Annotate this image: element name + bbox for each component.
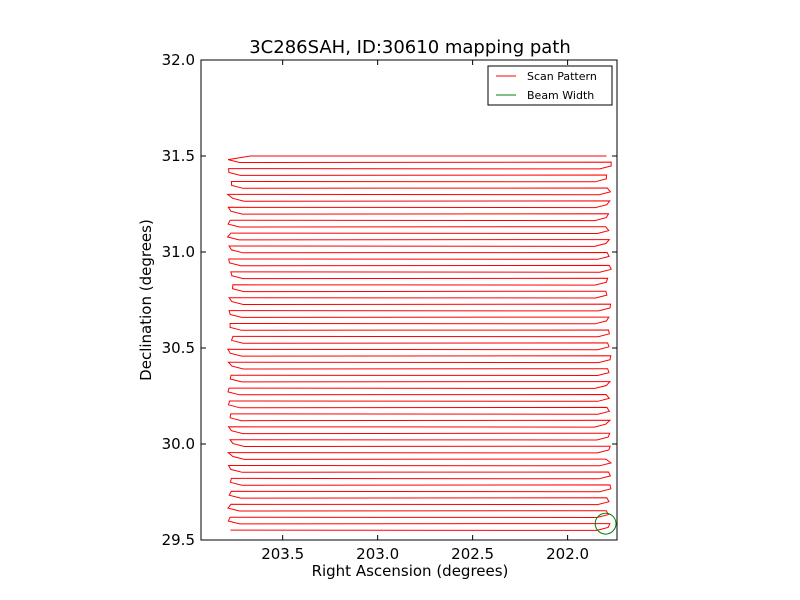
scan-pattern-path (226, 155, 613, 531)
plot-frame (200, 59, 618, 541)
legend-box (487, 65, 613, 106)
y-axis-ticks: 29.5 30.0 30.5 31.0 31.5 32.0 (162, 51, 617, 549)
y-tick-label: 29.5 (162, 531, 195, 549)
x-tick-label: 203.5 (261, 545, 304, 563)
beam-width-circle (594, 512, 617, 535)
x-axis-label: Right Ascension (degrees) (312, 562, 509, 580)
x-axis-ticks: 203.5 203.0 202.5 202.0 (261, 60, 589, 563)
y-tick-label: 31.0 (162, 243, 195, 261)
plot-area (200, 59, 618, 541)
y-tick-label: 30.0 (162, 435, 195, 453)
y-axis-label: Declination (degrees) (137, 219, 155, 381)
x-tick-label: 202.0 (546, 545, 589, 563)
legend: Scan Pattern Beam Width (487, 65, 613, 106)
y-tick-label: 30.5 (162, 339, 195, 357)
y-tick-label: 31.5 (162, 147, 195, 165)
chart-title: 3C286SAH, ID:30610 mapping path (249, 37, 571, 58)
x-tick-label: 202.5 (451, 545, 494, 563)
x-tick-label: 203.0 (356, 545, 399, 563)
legend-label-scan-pattern: Scan Pattern (527, 70, 597, 83)
y-tick-label: 32.0 (162, 51, 195, 69)
legend-label-beam-width: Beam Width (527, 89, 594, 102)
